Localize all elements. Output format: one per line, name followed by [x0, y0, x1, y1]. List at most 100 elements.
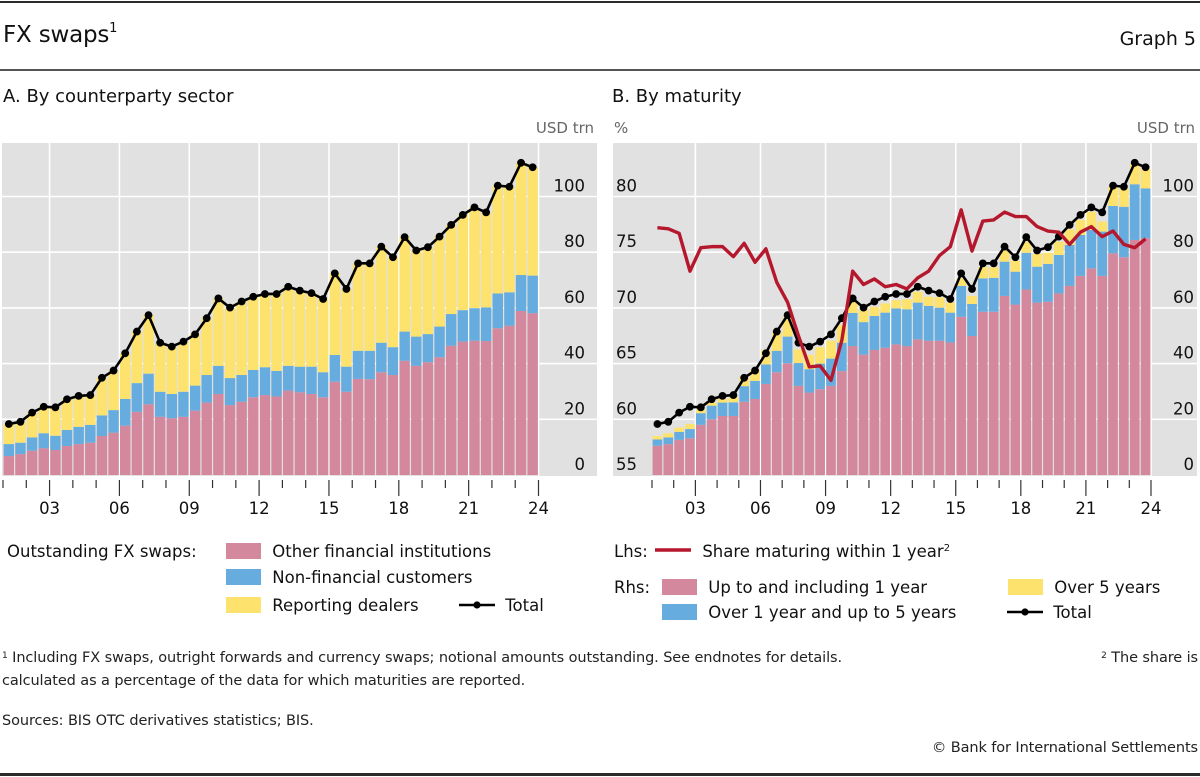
total-marker	[389, 253, 397, 262]
red-line-icon	[655, 548, 692, 552]
bar-up-to-and-including-1-year	[815, 389, 825, 475]
bar-over-1-year-and-up-to-5-years	[1075, 234, 1086, 276]
panel-b-right-unit: USD trn	[1136, 119, 1195, 137]
bar-over-1-year-and-up-to-5-years	[902, 309, 912, 347]
x-tick-label: 21	[1075, 499, 1096, 518]
bar-other-financial-institutions	[457, 341, 469, 475]
legend-swatch-blue	[226, 569, 261, 585]
bar-over-5-years	[685, 424, 695, 430]
bar-up-to-and-including-1-year	[706, 419, 717, 475]
sources: Sources: BIS OTC derivatives statistics;…	[2, 713, 314, 729]
bar-non-financial-customers	[248, 370, 259, 398]
footnote-mark-1: 1	[2, 651, 8, 661]
bar-non-financial-customers	[73, 426, 84, 445]
total-marker	[202, 314, 211, 323]
bar-over-1-year-and-up-to-5-years	[685, 429, 695, 439]
bar-over-1-year-and-up-to-5-years	[880, 312, 891, 348]
bar-other-financial-institutions	[108, 432, 119, 475]
bar-reporting-dealers	[376, 246, 387, 343]
line-total	[8, 161, 534, 426]
bar-non-financial-customers	[387, 347, 399, 376]
x-tick-label: 18	[1010, 499, 1031, 518]
bar-other-financial-institutions	[213, 393, 224, 475]
total-marker	[946, 295, 955, 303]
bar-up-to-and-including-1-year	[967, 336, 977, 475]
legend-label: Over 5 years	[1054, 578, 1161, 597]
bar-up-to-and-including-1-year	[1043, 301, 1053, 475]
bar-reporting-dealers	[26, 412, 38, 438]
bar-over-1-year-and-up-to-5-years	[847, 312, 858, 347]
bar-other-financial-institutions	[248, 397, 259, 475]
bar-over-1-year-and-up-to-5-years	[945, 312, 956, 343]
total-marker	[729, 391, 738, 399]
total-marker	[284, 282, 293, 291]
total-marker	[848, 294, 857, 303]
total-marker	[400, 233, 409, 242]
bar-other-financial-institutions	[527, 313, 538, 475]
total-marker	[968, 285, 976, 293]
bar-reporting-dealers	[434, 236, 445, 327]
bar-reporting-dealers	[492, 185, 503, 294]
bar-over-1-year-and-up-to-5-years	[706, 405, 717, 420]
bar-other-financial-institutions	[515, 310, 527, 475]
bar-over-5-years	[923, 296, 934, 306]
bar-reporting-dealers	[480, 212, 492, 308]
bar-non-financial-customers	[457, 310, 469, 342]
bar-reporting-dealers	[329, 273, 340, 355]
total-marker	[319, 295, 328, 303]
total-marker	[664, 417, 673, 426]
bar-non-financial-customers	[213, 365, 224, 394]
bar-reporting-dealers	[527, 167, 538, 276]
bar-reporting-dealers	[213, 298, 224, 366]
bar-over-5-years	[1140, 168, 1151, 189]
bar-non-financial-customers	[352, 350, 364, 379]
bar-over-1-year-and-up-to-5-years	[1097, 231, 1108, 276]
bar-over-1-year-and-up-to-5-years	[826, 358, 836, 386]
total-marker	[435, 232, 444, 241]
bar-up-to-and-including-1-year	[1119, 257, 1129, 475]
bar-non-financial-customers	[120, 398, 131, 426]
bar-up-to-and-including-1-year	[891, 344, 901, 475]
bar-other-financial-institutions	[480, 341, 492, 475]
bar-up-to-and-including-1-year	[1129, 239, 1140, 475]
total-marker	[978, 259, 987, 268]
bar-over-1-year-and-up-to-5-years	[999, 261, 1010, 296]
bar-reporting-dealers	[85, 395, 96, 425]
y-tick-label-right: 20	[1173, 399, 1194, 418]
bar-over-1-year-and-up-to-5-years	[771, 350, 782, 373]
bar-over-1-year-and-up-to-5-years	[1119, 206, 1129, 258]
bar-other-financial-institutions	[224, 405, 236, 475]
legend-b-rhs-prefix: Rhs:	[614, 578, 651, 597]
bar-non-financial-customers	[504, 292, 515, 326]
bar-non-financial-customers	[271, 370, 282, 397]
total-marker	[816, 337, 825, 346]
top-rule	[0, 1, 1200, 3]
bar-other-financial-institutions	[364, 379, 375, 475]
bar-over-1-year-and-up-to-5-years	[956, 285, 966, 317]
bar-up-to-and-including-1-year	[1108, 253, 1118, 475]
total-marker	[63, 395, 71, 404]
bar-reporting-dealers	[317, 298, 329, 373]
bar-up-to-and-including-1-year	[782, 363, 793, 475]
bar-over-1-year-and-up-to-5-years	[761, 364, 771, 384]
bar-over-5-years	[902, 299, 912, 310]
total-marker	[4, 420, 13, 428]
bar-non-financial-customers	[411, 336, 422, 366]
bar-over-1-year-and-up-to-5-years	[967, 304, 977, 337]
bar-over-1-year-and-up-to-5-years	[934, 307, 945, 341]
footnote-1-text: Including FX swaps, outright forwards an…	[12, 650, 842, 666]
bar-non-financial-customers	[85, 424, 96, 443]
bar-up-to-and-including-1-year	[934, 340, 945, 475]
bar-up-to-and-including-1-year	[988, 311, 999, 475]
total-marker	[1011, 253, 1020, 262]
bar-over-5-years	[1119, 188, 1129, 207]
total-marker	[528, 163, 537, 172]
y-tick-label-left: 65	[616, 344, 637, 363]
legend-b-item-1to5y: Over 1 year and up to 5 years	[662, 603, 956, 622]
bar-up-to-and-including-1-year	[717, 415, 728, 475]
bar-up-to-and-including-1-year	[837, 371, 847, 475]
bar-over-5-years	[891, 300, 901, 309]
bar-other-financial-institutions	[504, 325, 515, 475]
bar-over-5-years	[880, 303, 891, 313]
bar-non-financial-customers	[166, 393, 178, 419]
